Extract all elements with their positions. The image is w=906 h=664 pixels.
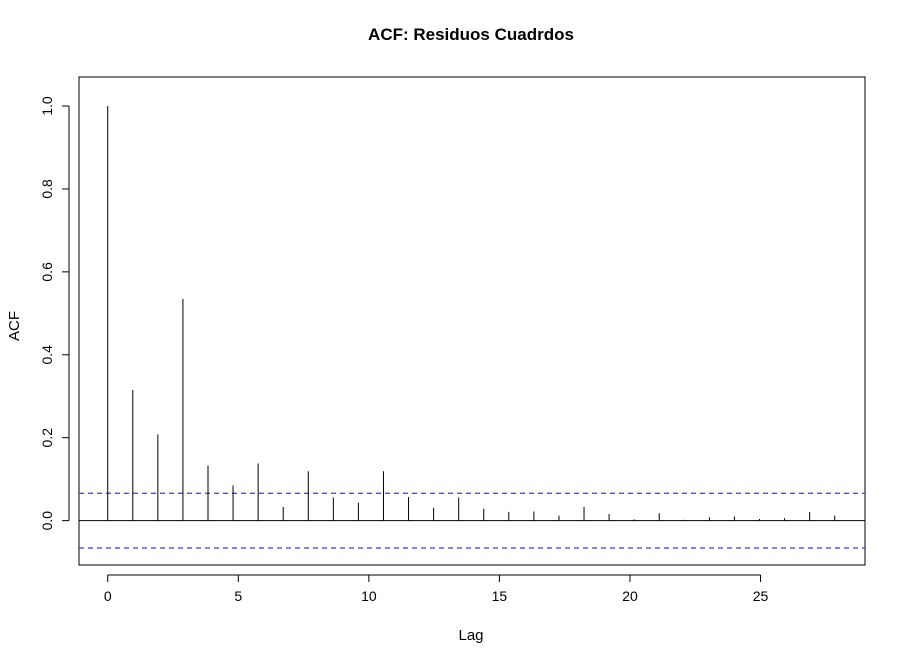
x-tick-label: 15 bbox=[492, 588, 508, 604]
acf-marks bbox=[79, 106, 865, 549]
y-axis-label: ACF bbox=[6, 311, 23, 341]
y-tick-label: 0.2 bbox=[39, 428, 55, 448]
y-tick-label: 0.6 bbox=[39, 262, 55, 282]
x-tick-label: 0 bbox=[104, 588, 112, 604]
x-tick-label: 20 bbox=[622, 588, 638, 604]
x-tick-label: 25 bbox=[753, 588, 769, 604]
y-tick-label: 0.0 bbox=[39, 511, 55, 531]
y-tick-label: 0.4 bbox=[39, 345, 55, 365]
chart-title: ACF: Residuos Cuadrdos bbox=[368, 25, 574, 44]
x-axis-label: Lag bbox=[458, 627, 483, 644]
y-tick-label: 1.0 bbox=[39, 96, 55, 116]
x-tick-label: 5 bbox=[234, 588, 242, 604]
y-axis: 0.0 0.2 0.4 0.6 0.8 1.0 bbox=[39, 96, 70, 531]
y-tick-label: 0.8 bbox=[39, 179, 55, 199]
x-axis: 0 5 10 15 20 25 bbox=[104, 574, 769, 604]
plot-frame bbox=[78, 76, 866, 566]
x-tick-label: 10 bbox=[361, 588, 377, 604]
